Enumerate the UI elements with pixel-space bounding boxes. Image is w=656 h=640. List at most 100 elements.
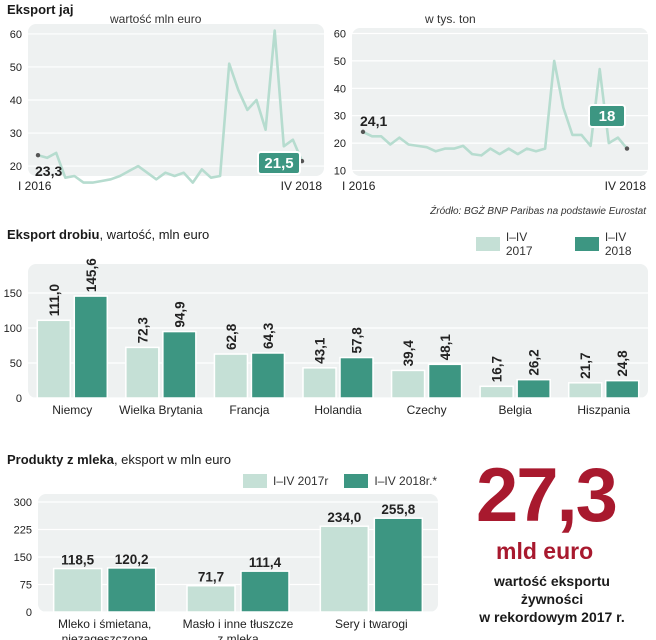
- bar-2-5-1: [516, 378, 551, 399]
- end-value-box-0: [257, 151, 301, 175]
- bar-3-1-1: [240, 570, 290, 613]
- highlight-desc-line-3: w rekordowym 2017 r.: [479, 609, 625, 625]
- bar-3-0-1: [106, 567, 157, 613]
- bar-value-label-2-6-1: 24,8: [615, 350, 630, 377]
- bar-2-0-0: [36, 319, 72, 399]
- end-value-box-1: [588, 104, 626, 128]
- bar-2-2-0: [213, 353, 249, 399]
- bar-value-label-2-2-0: 62,8: [224, 323, 239, 350]
- dairy-section-title: Produkty z mleka, eksport w mln euro: [7, 452, 231, 467]
- bar-y-tick-2-50: 50: [10, 358, 22, 370]
- legend-swatch-2017r: [243, 474, 267, 488]
- bar-value-label-3-1-1: 111,4: [249, 555, 282, 570]
- bar-3-1-0: [186, 584, 236, 613]
- bar-2-4-1: [427, 363, 463, 399]
- bar-2-0-1: [73, 295, 109, 399]
- bar-3-2-0: [319, 525, 370, 613]
- x-end-label-1: IV 2018: [605, 179, 647, 193]
- bar-2-1-1: [162, 330, 197, 399]
- poultry-bar-chart: 0 50 100 150 111,0 145,6 Niemcy 72,3 94,9 Wielka …: [4, 258, 648, 417]
- bar-value-label-2-2-1: 64,3: [261, 322, 276, 349]
- bar-value-label-2-1-1: 94,9: [172, 301, 187, 327]
- legend-label-2017r: I–IV 2017r: [273, 474, 329, 488]
- x-end-label-0: IV 2018: [281, 179, 323, 193]
- bar-value-label-2-0-1: 145,6: [84, 258, 99, 292]
- y-tick-label-1-30: 30: [334, 111, 346, 123]
- line-chart-panel-1: [352, 28, 648, 176]
- source-note: Źródło: BGŻ BNP Paribas na podstawie Eur…: [430, 206, 646, 217]
- bar-y-tick-2-0: 0: [16, 393, 22, 405]
- bar-y-tick-3-75: 75: [20, 580, 32, 592]
- y-tick-label-1-10: 10: [334, 166, 346, 178]
- bar-3-2-1: [373, 517, 424, 613]
- category-label-2-1: Wielka Brytania: [119, 403, 203, 417]
- bar-y-tick-3-300: 300: [14, 497, 32, 509]
- bar-value-label-3-1-0: 71,7: [198, 570, 224, 585]
- category-label-2-4: Czechy: [407, 403, 447, 417]
- y-tick-label-1-60: 60: [334, 28, 346, 40]
- category-label-2-6: Hiszpania: [577, 403, 630, 417]
- start-value-label-0: 23,3: [35, 163, 62, 179]
- bar-chart-panel-2: [28, 264, 648, 398]
- category-label-3-2: Sery i twarogi: [335, 617, 408, 631]
- bar-value-label-3-0-0: 118,5: [61, 553, 95, 568]
- category-label-3-1-1: z mleka: [217, 632, 259, 640]
- legend-label-2017: I–IV 2017: [505, 230, 533, 258]
- data-point-0-0: [35, 152, 41, 158]
- category-label-3-0-1: niezagęszczone: [62, 632, 148, 640]
- bar-2-6-0: [567, 382, 603, 399]
- category-label-2-0: Niemcy: [52, 403, 92, 417]
- bar-y-tick-3-150: 150: [14, 552, 32, 564]
- legend-label-2018r: I–IV 2018r.*: [374, 474, 438, 488]
- data-point-1-0: [360, 129, 366, 135]
- series-line-0: [37, 29, 304, 184]
- egg-volume-chart-title: w tys. ton: [425, 12, 476, 26]
- bar-2-2-1: [250, 352, 286, 399]
- highlight-desc-line-2: żywności: [520, 591, 584, 607]
- bar-value-label-2-5-1: 26,2: [527, 349, 542, 375]
- start-value-label-1: 24,1: [360, 113, 387, 129]
- y-tick-label-0-40: 40: [10, 95, 22, 107]
- bar-value-label-2-1-0: 72,3: [135, 317, 150, 344]
- series-line-1: [362, 59, 629, 157]
- bar-value-label-3-0-1: 120,2: [115, 552, 149, 567]
- bar-y-tick-2-100: 100: [4, 323, 22, 335]
- bar-value-label-2-4-1: 48,1: [438, 334, 453, 361]
- egg-value-chart-title: wartość mln euro: [110, 12, 202, 26]
- legend-swatch-2018: [575, 237, 599, 251]
- bar-value-label-2-6-0: 21,7: [578, 353, 593, 379]
- category-label-2-5: Belgia: [498, 403, 532, 417]
- y-tick-label-0-30: 30: [10, 128, 22, 140]
- bar-2-5-0: [479, 385, 514, 399]
- legend-label-2018: I–IV 2018: [604, 230, 632, 258]
- bar-2-3-0: [302, 367, 337, 399]
- bar-y-tick-3-225: 225: [14, 525, 32, 537]
- bar-value-label-3-2-1: 255,8: [381, 502, 415, 517]
- highlight-desc-line-1: wartość eksportu: [494, 573, 610, 589]
- y-tick-label-1-50: 50: [334, 56, 346, 68]
- x-start-label-1: I 2016: [342, 179, 376, 193]
- x-start-label-0: I 2016: [18, 179, 52, 193]
- y-tick-label-1-20: 20: [334, 138, 346, 150]
- highlight-description: wartość eksportu żywności w rekordowym 2…: [452, 572, 652, 626]
- category-label-3-1-0: Masło i inne tłuszcze: [183, 617, 294, 631]
- egg-export-charts: 20 30 40 50 60 23,3 21,5 I 2016 IV 2018 10 20 30 40 5…: [10, 24, 648, 193]
- y-tick-label-0-20: 20: [10, 161, 22, 173]
- bar-value-label-2-5-0: 16,7: [490, 356, 505, 382]
- bar-value-label-2-3-1: 57,8: [350, 327, 365, 354]
- bar-2-3-1: [339, 356, 374, 399]
- bar-2-6-1: [604, 379, 640, 399]
- highlight-unit: mld euro: [496, 538, 594, 564]
- end-value-label-0: 21,5: [264, 155, 293, 172]
- legend-swatch-2018r: [344, 474, 369, 488]
- legend-swatch-2017: [476, 237, 500, 251]
- bar-3-0-0: [52, 567, 103, 613]
- dairy-bar-chart: 0 75 150 225 300 118,5 120,2 Mleko i śmietana,n…: [14, 494, 438, 640]
- bar-y-tick-3-0: 0: [26, 607, 32, 619]
- bar-value-label-2-4-0: 39,4: [401, 340, 416, 367]
- y-tick-label-0-60: 60: [10, 29, 22, 41]
- bar-2-4-0: [390, 369, 426, 399]
- category-label-2-2: Francja: [229, 403, 269, 417]
- bar-2-1-0: [125, 346, 160, 399]
- bar-y-tick-2-150: 150: [4, 288, 22, 300]
